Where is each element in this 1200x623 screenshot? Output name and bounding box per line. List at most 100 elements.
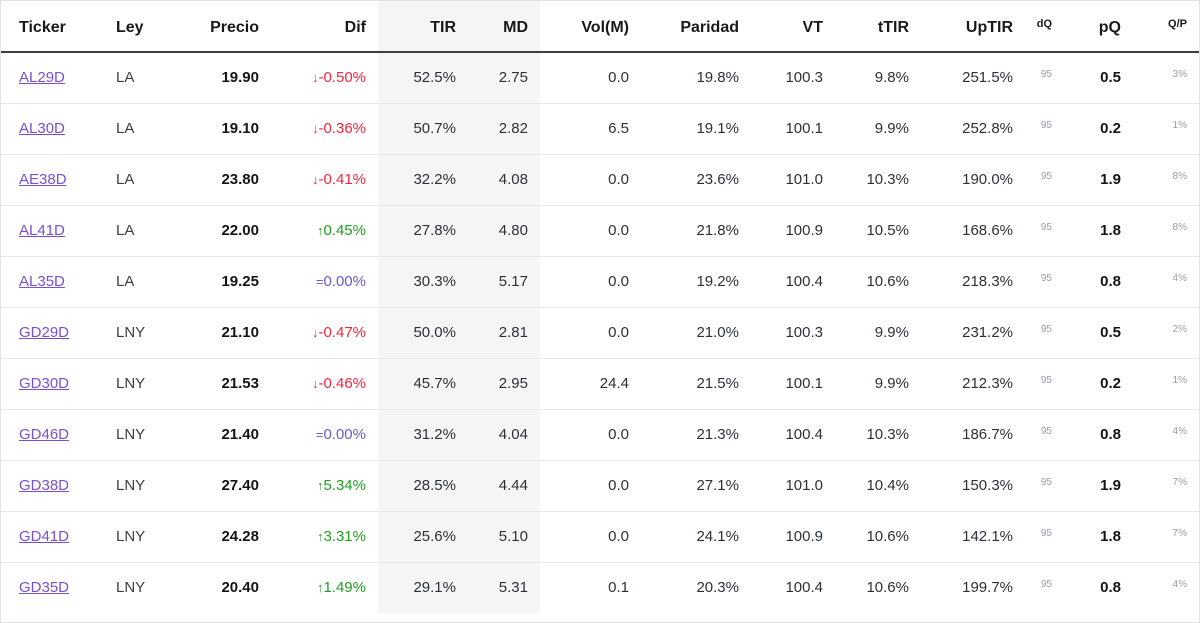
cell-ttir: 9.9% <box>835 307 921 359</box>
cell-qp: 4% <box>1133 256 1199 308</box>
table-row: GD41D LNY 24.28 ↑3.31% 25.6% 5.10 0.0 24.1% 100.… <box>1 511 1199 563</box>
cell-dq: 95 <box>1025 154 1064 206</box>
column-header-label: dQ <box>1036 18 1052 30</box>
cell-ttir: 10.6% <box>866 579 909 597</box>
cell-paridad: 21.3% <box>641 409 751 461</box>
table-header: Ticker Ley Precio Dif TIR MD Vol(M) Paridad VT tT… <box>1 1 1199 53</box>
cell-dif: =0.00% <box>271 256 378 308</box>
ticker-link[interactable]: AL41D <box>19 222 65 239</box>
column-header-label: UpTIR <box>965 19 1013 36</box>
price-change-down: ↓-0.41% <box>312 171 366 188</box>
ticker-link[interactable]: AL30D <box>19 120 65 137</box>
cell-ley: LNY <box>116 460 191 512</box>
cell-dq: 95 <box>1025 256 1064 308</box>
ticker-link[interactable]: GD41D <box>19 528 70 545</box>
cell-qp: 7% <box>1133 511 1199 563</box>
cell-vt: 100.3 <box>751 52 835 104</box>
cell-vol: 6.5 <box>540 103 641 155</box>
price-change-value: -0.36% <box>318 120 366 137</box>
column-header-label: VT <box>802 19 823 36</box>
cell-ticker: AL35D <box>1 256 116 308</box>
cell-paridad: 24.1% <box>641 511 751 563</box>
column-header-uptir: UpTIR <box>921 1 1025 53</box>
table-row: AL29D LA 19.90 ↓-0.50% 52.5% 2.75 0.0 19.8% 100.… <box>1 52 1199 104</box>
ticker-link[interactable]: AL29D <box>19 69 65 87</box>
cell-md: 2.82 <box>468 103 540 155</box>
ticker-link[interactable]: GD29D <box>19 324 70 341</box>
cell-pq: 1.8 <box>1064 511 1133 563</box>
cell-vol: 0.0 <box>540 307 641 359</box>
cell-paridad: 21.0% <box>641 307 751 359</box>
column-header-label: Precio <box>210 19 259 36</box>
cell-qp-value: 1% <box>1172 120 1187 131</box>
cell-dq-value: 95 <box>1040 69 1052 81</box>
ticker-link[interactable]: GD46D <box>19 426 70 443</box>
cell-qp-value: 8% <box>1172 222 1187 233</box>
price-change-value: 3.31% <box>323 528 366 545</box>
cell-ticker: AE38D <box>1 154 116 206</box>
price-change-value: 1.49% <box>323 579 366 597</box>
cell-uptir: 190.0% <box>921 154 1025 206</box>
cell-paridad: 19.8% <box>641 52 751 104</box>
cell-qp: 4% <box>1133 562 1199 613</box>
cell-qp: 3% <box>1133 52 1199 104</box>
cell-ley: LA <box>116 103 191 155</box>
cell-dif: ↑5.34% <box>271 460 378 512</box>
column-header-label: pQ <box>1098 19 1121 36</box>
cell-pq: 0.8 <box>1100 579 1121 597</box>
up-arrow-icon: ↑ <box>316 223 324 238</box>
price-change-up: ↑5.34% <box>317 477 366 494</box>
cell-md: 4.08 <box>468 154 540 206</box>
cell-ttir: 10.6% <box>835 256 921 308</box>
price-change-up: ↑1.49% <box>317 579 366 596</box>
cell-md: 2.95 <box>468 358 540 410</box>
cell-qp-value: 4% <box>1172 426 1187 437</box>
cell-paridad: 23.6% <box>641 154 751 206</box>
cell-paridad: 21.5% <box>641 358 751 410</box>
cell-vol: 0.0 <box>540 511 641 563</box>
cell-tir: 50.7% <box>378 103 468 155</box>
cell-ticker: GD38D <box>1 460 116 512</box>
cell-ley: LNY <box>116 579 146 597</box>
column-header-precio: Precio <box>191 1 271 53</box>
ticker-link[interactable]: GD35D <box>19 579 70 597</box>
price-change-value: -0.50% <box>318 69 366 87</box>
cell-qp: 1% <box>1133 103 1199 155</box>
down-arrow-icon: ↓ <box>311 172 319 187</box>
down-arrow-icon: ↓ <box>311 121 319 136</box>
ticker-link[interactable]: GD38D <box>19 477 70 494</box>
cell-md: 5.31 <box>468 562 540 613</box>
ticker-link[interactable]: GD30D <box>19 375 70 392</box>
cell-ttir: 10.5% <box>835 205 921 257</box>
equals-icon: = <box>315 427 324 442</box>
cell-vol: 0.0 <box>540 409 641 461</box>
cell-dq: 95 <box>1025 103 1064 155</box>
cell-uptir: 251.5% <box>921 52 1025 104</box>
ticker-link[interactable]: AL35D <box>19 273 65 290</box>
cell-ticker: GD35D <box>1 562 116 613</box>
column-header-ley: Ley <box>116 1 191 53</box>
table-row: GD30D LNY 21.53 ↓-0.46% 45.7% 2.95 24.4 21.5% 10… <box>1 358 1199 410</box>
cell-dq: 95 <box>1025 358 1064 410</box>
cell-md: 5.10 <box>468 511 540 563</box>
cell-vt: 100.9 <box>751 511 835 563</box>
cell-vol: 24.4 <box>540 358 641 410</box>
cell-pq: 0.8 <box>1064 409 1133 461</box>
cell-tir: 27.8% <box>378 205 468 257</box>
cell-ttir: 9.9% <box>835 358 921 410</box>
cell-dif: ↓-0.36% <box>271 103 378 155</box>
cell-vol: 0.0 <box>540 256 641 308</box>
cell-dq-value: 95 <box>1040 579 1052 591</box>
price-change-value: -0.47% <box>318 324 366 341</box>
cell-dq-value: 95 <box>1040 528 1052 539</box>
cell-ley: LNY <box>116 511 191 563</box>
cell-dif: ↑1.49% <box>271 562 378 613</box>
column-header-paridad: Paridad <box>641 1 751 53</box>
column-header-label: tTIR <box>877 19 909 36</box>
cell-qp: 2% <box>1133 307 1199 359</box>
ticker-link[interactable]: AE38D <box>19 171 67 188</box>
cell-dq-value: 95 <box>1040 477 1052 488</box>
cell-pq: 1.8 <box>1064 205 1133 257</box>
